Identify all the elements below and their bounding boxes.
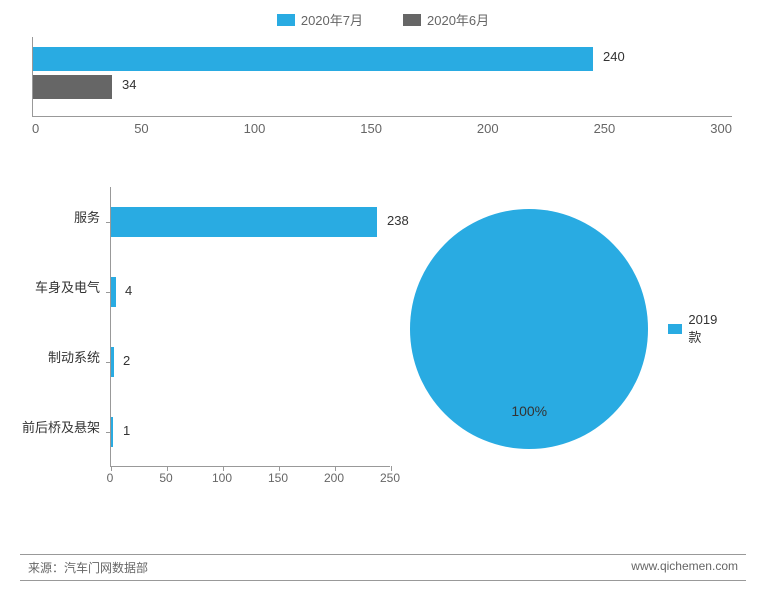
xtick: 150 bbox=[268, 471, 288, 485]
pie-chart: 100% 2019款 bbox=[410, 187, 730, 471]
xtick: 50 bbox=[159, 471, 172, 485]
top-chart-xaxis: 0 50 100 150 200 250 300 bbox=[32, 121, 732, 136]
bar-cat-4 bbox=[111, 417, 113, 447]
bar-val-1: 238 bbox=[387, 213, 409, 228]
xtick: 200 bbox=[477, 121, 499, 136]
pie-legend: 2019款 bbox=[668, 312, 730, 346]
top-chart-plot: 240 34 bbox=[32, 37, 732, 117]
category-chart-plot: 服务 238 车身及电气 4 制动系统 2 前后桥及悬架 1 bbox=[110, 187, 390, 467]
top-bar-chart: 240 34 0 50 100 150 200 250 300 bbox=[32, 37, 746, 147]
legend-swatch-2 bbox=[403, 14, 421, 26]
bar-val-3: 2 bbox=[123, 353, 130, 368]
legend-label-2: 2020年6月 bbox=[427, 10, 489, 29]
xtick: 100 bbox=[212, 471, 232, 485]
bottom-row: 服务 238 车身及电气 4 制动系统 2 前后桥及悬架 1 bbox=[20, 187, 746, 471]
legend-item-1: 2020年7月 bbox=[277, 10, 363, 29]
xtick: 150 bbox=[360, 121, 382, 136]
bar-val-4: 1 bbox=[123, 423, 130, 438]
pie-legend-swatch bbox=[668, 324, 682, 334]
legend-swatch-1 bbox=[277, 14, 295, 26]
bar-2020-06 bbox=[33, 75, 112, 99]
bar-cat-1 bbox=[111, 207, 377, 237]
source-label: 来源：汽车门网数据部 bbox=[28, 559, 148, 576]
ylabel-3: 制动系统 bbox=[20, 347, 100, 366]
xtick: 0 bbox=[32, 121, 39, 136]
xtick: 250 bbox=[594, 121, 616, 136]
footer: 来源：汽车门网数据部 www.qichemen.com bbox=[20, 554, 746, 581]
xtick: 50 bbox=[134, 121, 148, 136]
xtick: 0 bbox=[107, 471, 114, 485]
xtick: 300 bbox=[710, 121, 732, 136]
bar-2020-07 bbox=[33, 47, 593, 71]
bar-value-1: 240 bbox=[603, 49, 625, 64]
bar-cat-2 bbox=[111, 277, 116, 307]
xtick: 200 bbox=[324, 471, 344, 485]
legend-label-1: 2020年7月 bbox=[301, 10, 363, 29]
bar-val-2: 4 bbox=[125, 283, 132, 298]
site-label: www.qichemen.com bbox=[631, 559, 738, 576]
ylabel-1: 服务 bbox=[20, 207, 100, 226]
category-bar-chart: 服务 238 车身及电气 4 制动系统 2 前后桥及悬架 1 bbox=[20, 187, 400, 471]
bar-value-2: 34 bbox=[122, 77, 136, 92]
xtick: 100 bbox=[244, 121, 266, 136]
ylabel-4: 前后桥及悬架 bbox=[20, 417, 100, 436]
bar-cat-3 bbox=[111, 347, 114, 377]
chart-container: 2020年7月 2020年6月 240 34 0 50 100 150 200 … bbox=[0, 0, 766, 593]
pie-percent-label: 100% bbox=[511, 403, 547, 419]
ylabel-2: 车身及电气 bbox=[20, 277, 100, 296]
legend-top: 2020年7月 2020年6月 bbox=[20, 10, 746, 29]
pie-circle: 100% bbox=[410, 209, 648, 449]
pie-legend-label: 2019款 bbox=[688, 312, 730, 346]
legend-item-2: 2020年6月 bbox=[403, 10, 489, 29]
xtick: 250 bbox=[380, 471, 400, 485]
